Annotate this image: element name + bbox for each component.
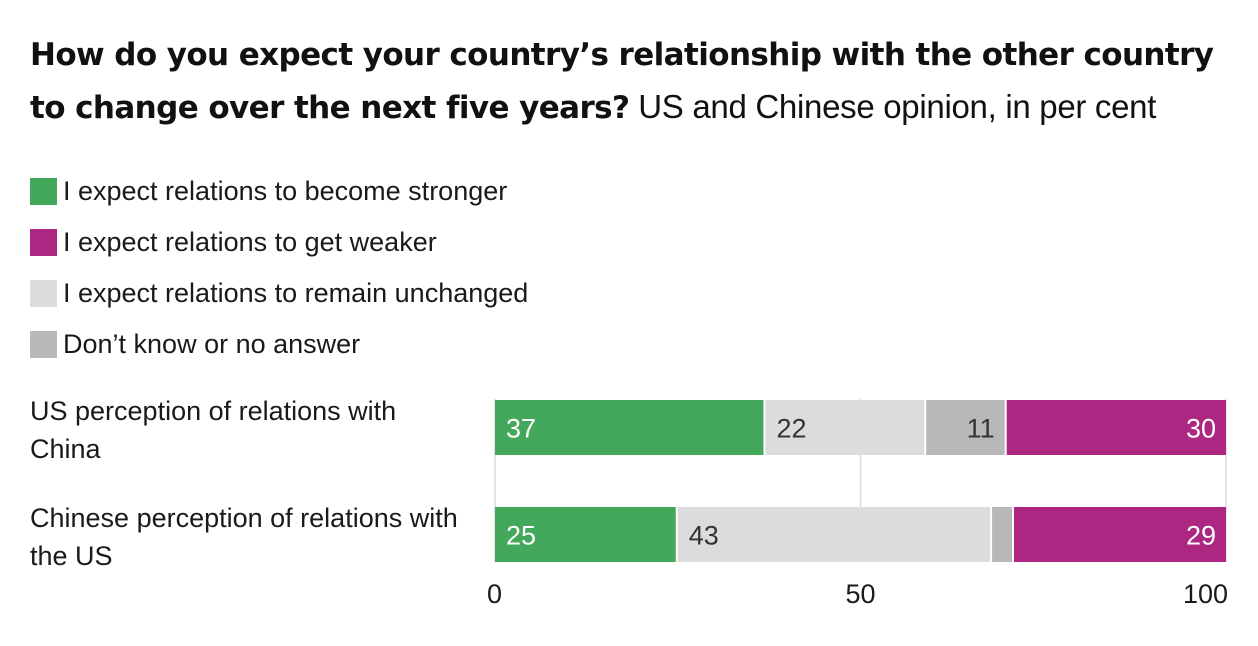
data-label: 11 bbox=[967, 414, 995, 444]
bar-segment bbox=[677, 507, 991, 562]
row-label-us: US perception of relations with China bbox=[30, 396, 397, 464]
legend-item: Don’t know or no answer bbox=[30, 319, 528, 370]
legend-label: I expect relations to become stronger bbox=[63, 176, 508, 206]
data-label: 29 bbox=[1186, 521, 1216, 551]
x-tick-label: 100 bbox=[1183, 579, 1228, 609]
title-main: How do you expect your country’s relatio… bbox=[30, 37, 1214, 126]
bar-segment bbox=[495, 507, 676, 562]
bar-segment bbox=[495, 400, 764, 455]
legend-swatch bbox=[30, 280, 57, 307]
x-tick-label: 0 bbox=[487, 579, 502, 609]
legend-label: I expect relations to get weaker bbox=[63, 227, 437, 257]
data-label: 30 bbox=[1186, 414, 1216, 444]
data-label: 43 bbox=[689, 521, 719, 551]
legend-label: Don’t know or no answer bbox=[63, 329, 361, 359]
legend-item: I expect relations to get weaker bbox=[30, 217, 528, 268]
legend-label: I expect relations to remain unchanged bbox=[63, 278, 529, 308]
data-label: 37 bbox=[506, 414, 536, 444]
legend-item: I expect relations to become stronger bbox=[30, 166, 528, 217]
bar-segment bbox=[992, 507, 1013, 562]
data-label: 22 bbox=[776, 414, 806, 444]
bar-segment bbox=[926, 400, 1005, 455]
data-label: 25 bbox=[506, 521, 536, 551]
legend: I expect relations to become stronger I e… bbox=[30, 166, 528, 370]
legend-swatch bbox=[30, 229, 57, 256]
x-tick-label: 50 bbox=[845, 579, 875, 609]
bar-segment bbox=[765, 400, 925, 455]
legend-swatch bbox=[30, 331, 57, 358]
bar-segment bbox=[1014, 507, 1226, 562]
bar-segment bbox=[1006, 400, 1226, 455]
legend-swatch bbox=[30, 178, 57, 205]
chart-title: How do you expect your country’s relatio… bbox=[30, 28, 1240, 134]
chart-subtitle: US and Chinese opinion, in per cent bbox=[638, 88, 1157, 125]
legend-item: I expect relations to remain unchanged bbox=[30, 268, 528, 319]
row-label-china: Chinese perception of relations with the… bbox=[30, 503, 458, 571]
